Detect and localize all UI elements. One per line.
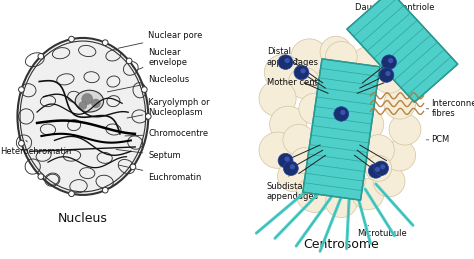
Circle shape (374, 161, 389, 176)
Circle shape (373, 166, 405, 197)
Text: Nucleolus: Nucleolus (108, 75, 190, 92)
Ellipse shape (75, 90, 104, 112)
Text: Nucleus: Nucleus (58, 212, 108, 225)
Circle shape (365, 155, 392, 181)
Circle shape (102, 187, 108, 193)
Circle shape (310, 135, 341, 166)
Circle shape (146, 114, 151, 119)
Circle shape (380, 164, 385, 169)
Circle shape (126, 58, 132, 64)
Circle shape (379, 68, 394, 82)
Circle shape (79, 102, 87, 110)
Circle shape (384, 140, 416, 171)
Circle shape (325, 41, 357, 73)
Text: PCM: PCM (426, 135, 450, 144)
Circle shape (102, 40, 108, 46)
Circle shape (373, 62, 405, 93)
Text: Euchromatin: Euchromatin (118, 165, 201, 182)
Polygon shape (347, 0, 458, 102)
Circle shape (284, 58, 290, 63)
Circle shape (320, 36, 352, 67)
Circle shape (18, 140, 24, 146)
Circle shape (382, 55, 396, 69)
Circle shape (384, 88, 416, 119)
Circle shape (368, 164, 383, 178)
Text: Daughter centriole: Daughter centriole (355, 3, 434, 12)
Circle shape (352, 109, 384, 140)
Circle shape (284, 156, 290, 162)
Text: Karyolymph or
Nucleoplasm: Karyolymph or Nucleoplasm (127, 98, 210, 118)
Text: Septum: Septum (116, 149, 181, 160)
Circle shape (288, 67, 320, 98)
Circle shape (294, 65, 309, 80)
Circle shape (301, 68, 306, 74)
Circle shape (69, 191, 74, 197)
Circle shape (299, 93, 331, 124)
Text: Centrosome: Centrosome (303, 238, 379, 251)
Text: Heterochromatin: Heterochromatin (0, 140, 72, 156)
Circle shape (264, 54, 301, 91)
Circle shape (283, 161, 298, 176)
Text: Microtubule: Microtubule (357, 225, 407, 238)
Circle shape (259, 80, 296, 117)
Circle shape (278, 153, 293, 168)
Circle shape (130, 164, 136, 170)
Circle shape (352, 47, 384, 78)
Circle shape (141, 87, 147, 92)
Circle shape (325, 101, 357, 132)
Circle shape (338, 168, 365, 194)
Circle shape (38, 174, 44, 179)
Text: Mother centriole: Mother centriole (267, 78, 337, 88)
Circle shape (291, 39, 328, 75)
Circle shape (375, 167, 380, 172)
Polygon shape (303, 59, 380, 200)
Circle shape (352, 179, 384, 210)
Circle shape (325, 186, 357, 218)
Text: Interconnecting
fibres: Interconnecting fibres (426, 99, 474, 118)
Circle shape (38, 53, 44, 59)
Circle shape (307, 163, 333, 189)
Circle shape (334, 107, 349, 121)
Text: Nuclear
envelope: Nuclear envelope (138, 48, 187, 70)
Circle shape (278, 55, 293, 69)
Circle shape (290, 164, 295, 169)
Circle shape (18, 87, 24, 92)
Circle shape (388, 58, 393, 63)
Circle shape (82, 93, 92, 104)
Circle shape (270, 106, 307, 142)
Text: Subdistal
appendages: Subdistal appendages (267, 176, 319, 201)
Circle shape (363, 135, 394, 166)
Circle shape (69, 36, 74, 42)
Text: Nuclear pore: Nuclear pore (118, 31, 203, 48)
Circle shape (283, 124, 315, 155)
Text: Chromocentre: Chromocentre (125, 129, 209, 138)
Ellipse shape (18, 38, 148, 195)
Circle shape (91, 99, 100, 108)
Circle shape (389, 114, 421, 145)
Circle shape (336, 140, 368, 171)
Circle shape (385, 71, 391, 76)
Circle shape (340, 110, 346, 115)
Circle shape (259, 132, 296, 168)
Circle shape (278, 161, 310, 192)
Circle shape (296, 176, 333, 212)
Circle shape (291, 148, 318, 174)
Text: Distal
appendages: Distal appendages (267, 47, 319, 67)
